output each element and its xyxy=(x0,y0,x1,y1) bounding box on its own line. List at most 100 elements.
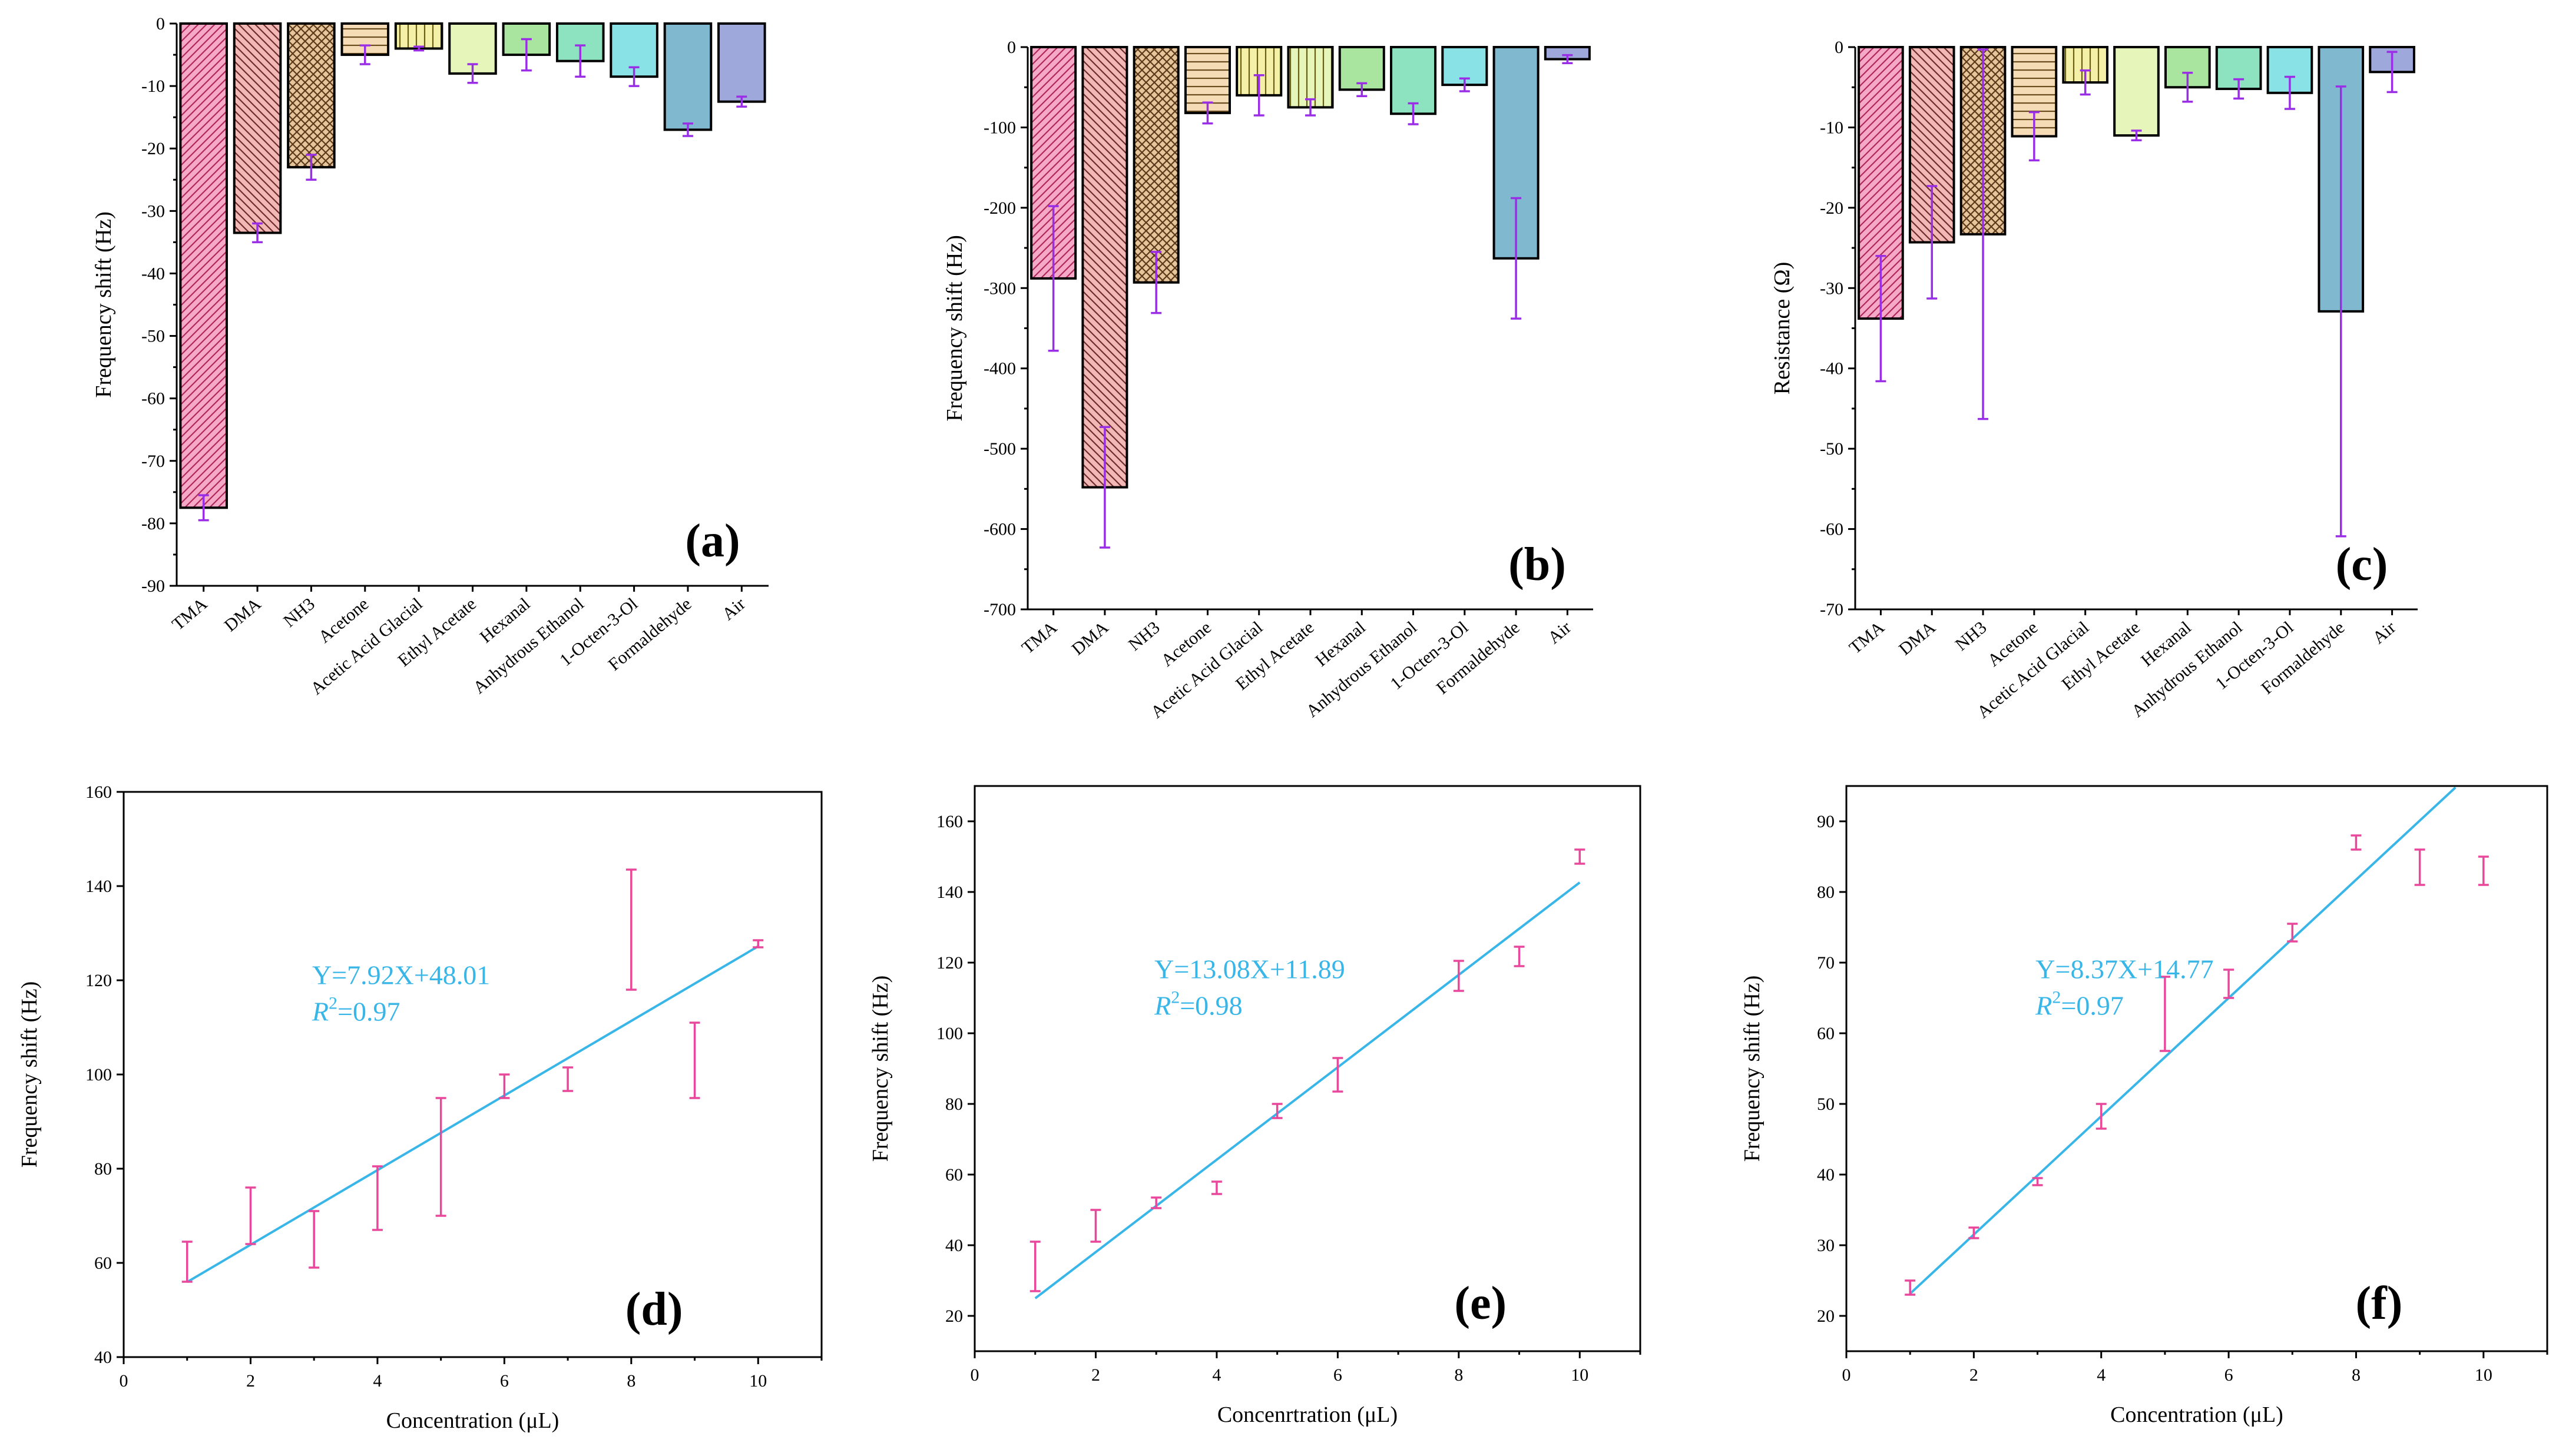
y-tick-label: -20 xyxy=(141,139,165,158)
y-axis-title: Frequency shift (Hz) xyxy=(17,981,42,1168)
error-bar-9 xyxy=(1459,77,1470,92)
x-tick-label: 4 xyxy=(2097,1365,2106,1385)
y-axis-title: Resistance (Ω) xyxy=(1770,262,1795,395)
error-bar-8 xyxy=(625,868,637,991)
y-tick-label: 140 xyxy=(936,883,963,902)
chart-panel-c: 0 -10 -20 -30 -40 -50 -60 -70 Resistance (Ω) TMA D… xyxy=(1770,38,2418,722)
bar-10 xyxy=(663,22,713,131)
chart-panel-e: 0 2 4 6 8 10 20 40 60 80 100 120 140 160 Concenrtratio… xyxy=(868,785,1641,1427)
panel-label: (b) xyxy=(1508,539,1566,591)
x-tick-label: DMA xyxy=(1895,618,1939,659)
y-tick-label: -600 xyxy=(984,520,1016,539)
error-bar-9 xyxy=(1574,848,1585,865)
y-axis-title: Frequency shift (Hz) xyxy=(868,976,893,1162)
x-tick-label: 0 xyxy=(971,1365,979,1385)
panel-label: (d) xyxy=(625,1283,683,1335)
error-bar-8 xyxy=(575,44,586,78)
x-tick-label: 0 xyxy=(120,1371,128,1391)
error-bar-4 xyxy=(1202,101,1213,125)
error-bar-4 xyxy=(2028,111,2040,162)
y-tick-label: 40 xyxy=(1817,1165,1835,1185)
y-tick-label: 0 xyxy=(1007,38,1016,57)
error-bar-7 xyxy=(1356,82,1368,97)
panel-label: (c) xyxy=(2336,539,2388,591)
y-tick-label: -300 xyxy=(984,278,1016,298)
error-bar-5 xyxy=(435,1097,446,1217)
x-tick-label: NH3 xyxy=(1952,618,1991,655)
y-tick-label: -50 xyxy=(1820,439,1843,459)
error-bar-1 xyxy=(1048,205,1059,352)
bar-2 xyxy=(1081,46,1128,489)
x-tick-label: 4 xyxy=(373,1371,382,1391)
error-bar-1 xyxy=(181,1241,193,1283)
r-squared-superscript: 2 xyxy=(329,993,337,1013)
error-bar-10 xyxy=(1511,197,1522,320)
y-tick-label: 30 xyxy=(1817,1236,1835,1255)
y-tick-label: -30 xyxy=(1820,278,1843,298)
bar-3 xyxy=(1133,46,1180,284)
y-tick-label: -70 xyxy=(141,452,165,471)
y-tick-label: 60 xyxy=(94,1253,112,1273)
y-tick-label: -10 xyxy=(141,77,165,96)
error-bar-11 xyxy=(2386,51,2398,94)
y-tick-label: 20 xyxy=(1817,1306,1835,1326)
error-bar-3 xyxy=(1151,1196,1162,1209)
y-tick-label: 0 xyxy=(1835,38,1843,57)
x-tick-label: Air xyxy=(2369,618,2399,648)
error-bar-6 xyxy=(1305,98,1316,117)
y-tick-label: -10 xyxy=(1820,118,1843,137)
error-bar-5 xyxy=(413,45,425,52)
error-bar-10 xyxy=(2335,85,2346,538)
y-tick-label: -40 xyxy=(1820,359,1843,379)
fit-line xyxy=(1909,787,2457,1295)
error-bar-7 xyxy=(562,1066,574,1092)
x-tick-label: TMA xyxy=(1018,618,1061,658)
error-bar-8 xyxy=(2233,78,2244,100)
error-bar-2 xyxy=(245,1186,256,1245)
x-tick-label: 10 xyxy=(1571,1365,1588,1385)
bar-1 xyxy=(179,22,228,509)
bar-8 xyxy=(555,22,605,62)
r-squared-value: =0.98 xyxy=(1180,990,1242,1020)
x-tick-label: 8 xyxy=(627,1371,635,1391)
y-tick-label: 160 xyxy=(936,812,963,831)
x-axis-title: Concentration (μL) xyxy=(2110,1402,2283,1427)
error-bar-11 xyxy=(736,95,747,108)
error-bar-2 xyxy=(1968,1226,1979,1239)
error-bar-7 xyxy=(521,38,532,72)
error-bar-9 xyxy=(689,1021,700,1099)
x-tick-label: NH3 xyxy=(1125,618,1164,655)
y-tick-label: 100 xyxy=(936,1024,963,1043)
y-tick-label: -700 xyxy=(984,600,1016,619)
bar-5 xyxy=(394,22,443,50)
fit-line xyxy=(186,945,759,1283)
error-bar-1 xyxy=(1875,254,1886,383)
error-bar-2 xyxy=(1099,426,1110,549)
bar-2 xyxy=(233,22,282,234)
error-bar-5 xyxy=(1272,1103,1283,1119)
error-bar-1 xyxy=(1905,1279,1916,1296)
fit-equation: Y=13.08X+11.89 xyxy=(1154,954,1345,984)
r-squared: R2=0.97 xyxy=(312,993,400,1026)
error-bar-10 xyxy=(753,939,764,948)
error-bar-3 xyxy=(306,154,317,181)
fit-line xyxy=(1034,881,1581,1299)
r-squared: R2=0.98 xyxy=(1154,987,1243,1020)
error-bar-3 xyxy=(309,1210,320,1269)
chart-panel-b: 0 -100 -200 -300 -400 -500 -600 -700 Frequency s… xyxy=(942,38,1593,722)
y-tick-label: -60 xyxy=(1820,520,1843,539)
y-tick-label: 80 xyxy=(94,1159,112,1179)
y-tick-label: -100 xyxy=(984,118,1016,137)
y-tick-label: -400 xyxy=(984,359,1016,379)
y-tick-label: 40 xyxy=(945,1236,963,1255)
x-tick-label: 0 xyxy=(1842,1365,1851,1385)
error-bar-6 xyxy=(2223,969,2234,999)
error-bar-2 xyxy=(252,222,263,244)
y-tick-label: 90 xyxy=(1817,812,1835,831)
panel-label: (e) xyxy=(1454,1278,1507,1329)
y-tick-label: -30 xyxy=(141,201,165,221)
bar-7 xyxy=(1338,46,1385,91)
error-bar-1 xyxy=(1029,1241,1041,1292)
r-squared: R2=0.97 xyxy=(2035,987,2124,1020)
